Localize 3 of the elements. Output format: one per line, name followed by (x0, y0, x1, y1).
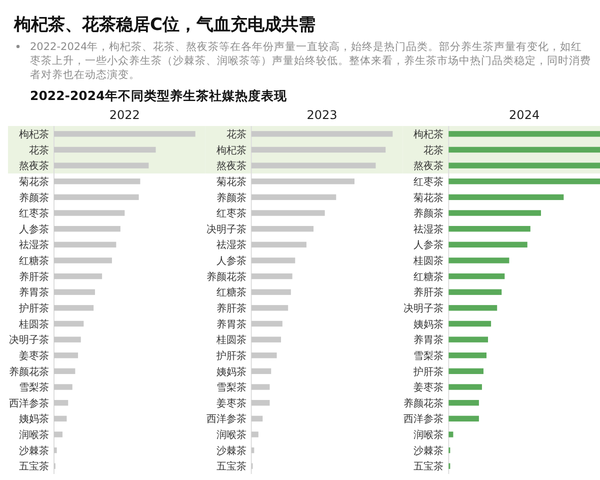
annotation: 2022-2024年不同类型养生茶社媒热度表现 (30, 88, 287, 103)
annotation: 枸杞茶、花茶稳居C位，气血充电成共需 (14, 15, 316, 35)
annotation: 2022-2024年，枸杞茶、花茶、熬夜茶等在各年份声量一直较高，始终是热门品类。部分养生茶声量有变化，如红枣茶上升，一些小众养生茶（沙棘茶、润喉茶等）声量始终较低。整体来看，养生茶市场中热门品类稳定，同时消费者对养也在动态演变。 (30, 41, 591, 81)
